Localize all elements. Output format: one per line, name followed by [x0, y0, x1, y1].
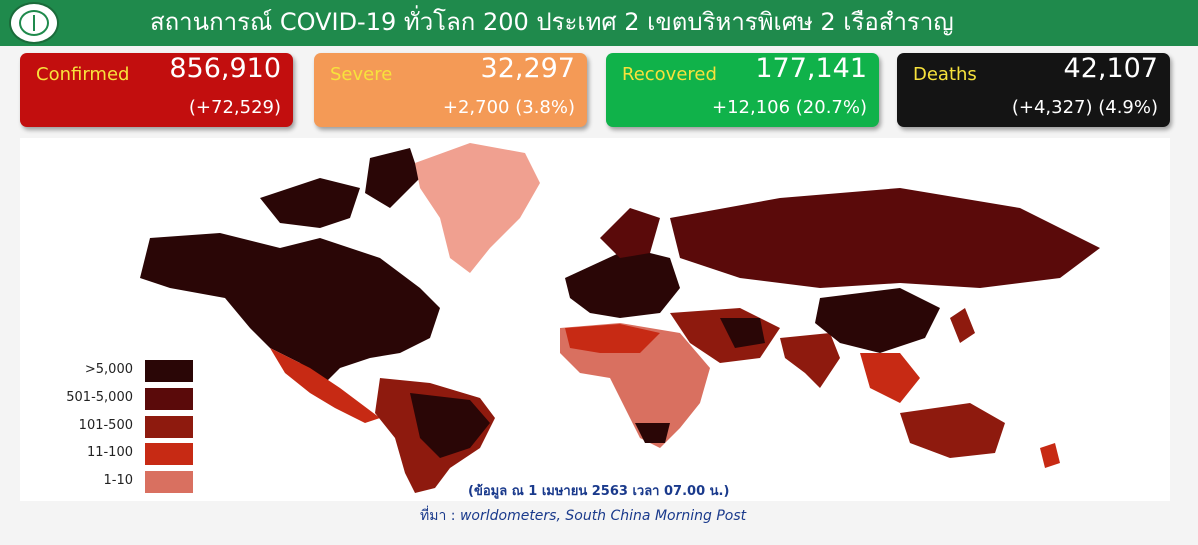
scandinavia-region	[600, 208, 660, 258]
confirmed-label: Confirmed	[36, 64, 130, 85]
data-date-note: (ข้อมูล ณ 1 เมษายน 2563 เวลา 07.00 น.)	[468, 484, 730, 499]
source-prefix: ที่มา :	[420, 508, 456, 524]
new-zealand-region	[1040, 443, 1060, 468]
recovered-label: Recovered	[622, 64, 717, 85]
mexico-region	[270, 348, 380, 423]
legend-label-5: 1-10	[103, 473, 133, 488]
recovered-change: +12,106 (20.7%)	[711, 97, 867, 118]
header-bar: สถานการณ์ COVID-19 ทั่วโลก 200 ประเทศ 2 …	[0, 0, 1198, 46]
deaths-value: 42,107	[1063, 53, 1158, 84]
source-text: worldometers, South China Morning Post	[459, 508, 747, 524]
legend-swatch-3	[145, 416, 193, 438]
russia-region	[670, 188, 1100, 288]
legend-label-2: 501-5,000	[66, 390, 133, 405]
legend-swatch-1	[145, 360, 193, 382]
greenland-region	[415, 143, 540, 273]
confirmed-change: (+72,529)	[188, 97, 281, 118]
deaths-card: Deaths 42,107 (+4,327) (4.9%)	[897, 53, 1170, 127]
japan-region	[950, 308, 975, 343]
legend-label-1: >5,000	[84, 362, 133, 377]
south-africa-region	[635, 423, 670, 443]
north-america-region	[140, 233, 440, 388]
source-line: ที่มา : worldometers, South China Mornin…	[420, 505, 746, 527]
severe-value: 32,297	[480, 53, 575, 84]
india-region	[780, 333, 840, 388]
world-map: >5,000 501-5,000 101-500 11-100 1-10	[20, 138, 1170, 501]
department-of-disease-control-logo-icon	[9, 2, 59, 44]
canada-arctic-region	[260, 148, 420, 228]
severe-change: +2,700 (3.8%)	[442, 97, 575, 118]
legend-label-4: 11-100	[86, 445, 133, 460]
legend-swatch-2	[145, 388, 193, 410]
legend-label-3: 101-500	[78, 418, 133, 433]
confirmed-value: 856,910	[169, 53, 281, 84]
north-africa-region	[565, 324, 660, 353]
australia-region	[900, 403, 1005, 458]
legend-swatch-5	[145, 471, 193, 493]
confirmed-card: Confirmed 856,910 (+72,529)	[20, 53, 293, 127]
deaths-change: (+4,327) (4.9%)	[1011, 97, 1158, 118]
page-title: สถานการณ์ COVID-19 ทั่วโลก 200 ประเทศ 2 …	[150, 8, 954, 36]
china-region	[815, 288, 940, 353]
recovered-card: Recovered 177,141 +12,106 (20.7%)	[606, 53, 879, 127]
iran-region	[720, 318, 765, 348]
africa-region	[560, 323, 710, 448]
world-map-graphic	[140, 143, 1100, 493]
brazil-region	[410, 393, 490, 458]
europe-region	[565, 248, 680, 318]
legend-swatch-4	[145, 443, 193, 465]
deaths-label: Deaths	[913, 64, 977, 85]
severe-label: Severe	[330, 64, 393, 85]
recovered-value: 177,141	[755, 53, 867, 84]
southeast-asia-region	[860, 353, 920, 403]
severe-card: Severe 32,297 +2,700 (3.8%)	[314, 53, 587, 127]
